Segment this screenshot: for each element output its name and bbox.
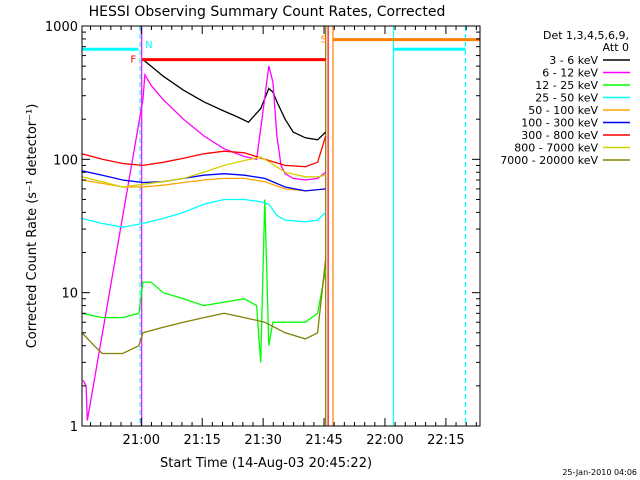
legend-header-line-1: Det 1,3,4,5,6,9,: [543, 29, 629, 42]
y-axis-label: Corrected Count Rate (s⁻¹ detector⁻¹): [25, 104, 40, 349]
series-line: [82, 199, 327, 363]
series-line: [82, 170, 326, 192]
series-line: [82, 198, 327, 228]
axes: 1 10 100 1000 21:00 21:15 21:30 21:45 22:00 22:15: [45, 20, 481, 448]
legend-entry-label: 800 - 7000 keV: [514, 142, 598, 155]
series-line: [82, 65, 327, 421]
chart-title: HESSI Observing Summary Count Rates, Cor…: [89, 4, 446, 20]
footer-timestamp: 25-Jan-2010 04:06: [562, 468, 637, 477]
legend-entry-label: 7000 - 20000 keV: [500, 154, 598, 167]
y-tick-label: 100: [53, 153, 78, 168]
x-tick-label: 22:00: [366, 433, 403, 448]
legend-entry-label: 100 - 300 keV: [521, 117, 598, 130]
x-tick-label: 21:30: [244, 433, 281, 448]
x-tick-label: 22:15: [427, 433, 464, 448]
y-tick-label: 1000: [45, 20, 78, 35]
legend-entry-label: 6 - 12 keV: [542, 67, 598, 80]
series-line: [142, 59, 327, 141]
series-line: [82, 135, 327, 168]
legend-entry-label: 50 - 100 keV: [528, 104, 598, 117]
legend-entry-label: 25 - 50 keV: [535, 92, 598, 105]
y-tick-label: 1: [70, 420, 78, 435]
x-tick-label: 21:00: [123, 433, 160, 448]
flag-label: N: [145, 40, 152, 51]
y-tick-label: 10: [61, 287, 78, 302]
plot-frame: [81, 25, 481, 427]
x-axis-label: Start Time (14-Aug-03 20:45:22): [160, 456, 372, 471]
legend-entry-label: 300 - 800 keV: [521, 129, 598, 142]
plot-area: FN S: [82, 26, 480, 426]
legend-entry-label: 12 - 25 keV: [535, 79, 598, 92]
series-line: [82, 258, 327, 355]
legend-header-line-2: Att 0: [603, 41, 629, 54]
x-tick-label: 21:15: [183, 433, 220, 448]
legend-entry-label: 3 - 6 keV: [549, 54, 598, 67]
flag-label: F: [130, 55, 136, 66]
flag-label: S: [321, 35, 327, 46]
x-tick-label: 21:45: [305, 433, 342, 448]
series-line: [82, 156, 326, 188]
series-line: [82, 177, 326, 192]
